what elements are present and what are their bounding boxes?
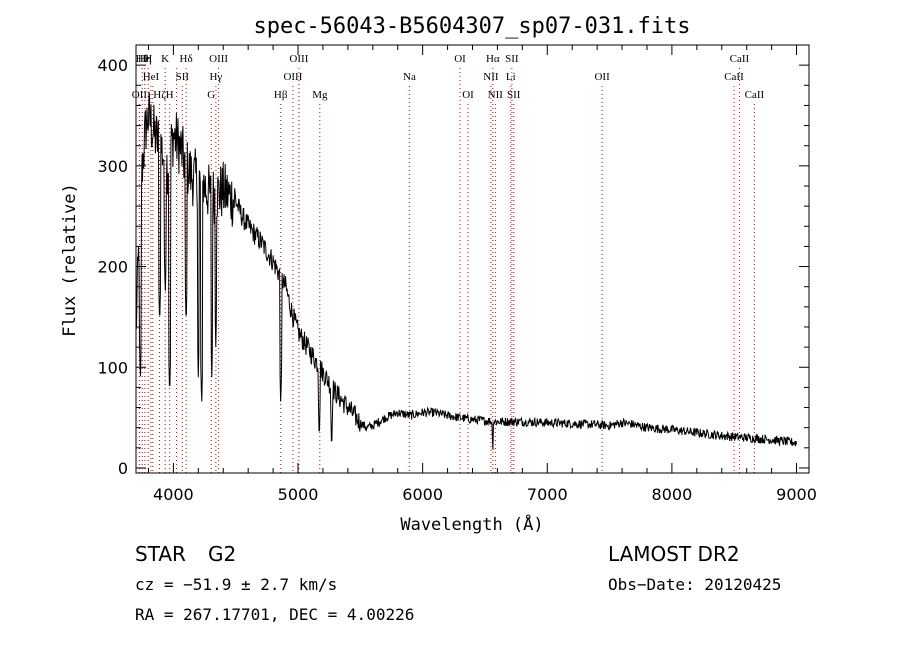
spectral-line-label: HeI <box>143 71 160 83</box>
y-axis-label: Flux (relative) <box>60 183 80 337</box>
spectral-line-label: CaII <box>724 71 744 83</box>
spectral-line-label: SII <box>176 71 190 83</box>
plot-frame <box>135 44 810 474</box>
spectral-line-label: Hα <box>486 53 500 65</box>
spectrum-line <box>135 91 797 450</box>
spectral-line-label: SII <box>505 53 519 65</box>
spectral-line-label: CaII <box>745 89 765 101</box>
spectral-line-label: Hβ <box>274 89 288 101</box>
y-tick-label: 100 <box>97 358 128 377</box>
spectral-line-label: NII <box>483 71 499 83</box>
x-tick-label: 9000 <box>776 485 817 504</box>
spectral-line-label: OIII <box>209 53 228 65</box>
spectral-line-label: H <box>144 53 152 65</box>
y-axis-ticks: 0 100 200 300 400 <box>97 56 809 478</box>
spectral-line-label: Hδ <box>180 53 193 65</box>
coordinates: RA = 267.17701, DEC = 4.00226 <box>135 605 414 624</box>
object-class: STAR <box>135 542 186 566</box>
x-axis-ticks: 4000 5000 6000 7000 8000 9000 <box>147 45 817 504</box>
x-tick-label: 8000 <box>652 485 693 504</box>
spectral-line-label: OIII <box>283 71 302 83</box>
y-tick-label: 300 <box>97 157 128 176</box>
spectral-line-label: OII <box>594 71 610 83</box>
spectral-line-label: Hζ <box>153 89 166 101</box>
x-axis-label: Wavelength (Å) <box>400 513 543 535</box>
spectral-line-markers <box>138 68 755 473</box>
spectral-line-label: Hη <box>138 53 152 65</box>
spectral-line-label: K <box>161 53 169 65</box>
spectral-line-label: SII <box>507 89 521 101</box>
chart-title: spec-56043-B5604307_sp07-031.fits <box>253 14 690 39</box>
redshift-velocity: cz = −51.9 ± 2.7 km/s <box>135 575 337 594</box>
x-tick-label: 6000 <box>402 485 443 504</box>
x-tick-label: 7000 <box>527 485 568 504</box>
spectral-line-label: H <box>166 89 174 101</box>
spectral-line-label: Mg <box>312 89 328 101</box>
spectral-line-label: OII <box>132 89 148 101</box>
x-tick-label: 4000 <box>153 485 194 504</box>
spectral-line-label: OI <box>454 53 466 65</box>
spectral-line-label: OIII <box>289 53 308 65</box>
y-tick-label: 200 <box>97 258 128 277</box>
spectral-line-labels: OIIHθHηHHeIHζKHSIIHδGHγOIIIHβOIIIOIIIMgN… <box>132 53 765 101</box>
spectral-line-label: Na <box>403 71 416 83</box>
spectral-line-label: NII <box>488 89 504 101</box>
spectral-line-label: OI <box>462 89 474 101</box>
x-tick-label: 5000 <box>278 485 319 504</box>
y-tick-label: 400 <box>97 56 128 75</box>
observation-date: Obs−Date: 20120425 <box>608 575 781 594</box>
spectral-line-label: Hγ <box>209 71 222 83</box>
y-tick-label: 0 <box>118 459 128 478</box>
survey-name: LAMOST DR2 <box>608 542 740 566</box>
object-subclass: G2 <box>208 542 236 566</box>
spectral-line-label: CaII <box>730 53 750 65</box>
spectral-line-label: G <box>207 89 215 101</box>
spectral-line-label: Hθ <box>136 53 149 65</box>
spectral-line-label: Li <box>506 71 516 83</box>
